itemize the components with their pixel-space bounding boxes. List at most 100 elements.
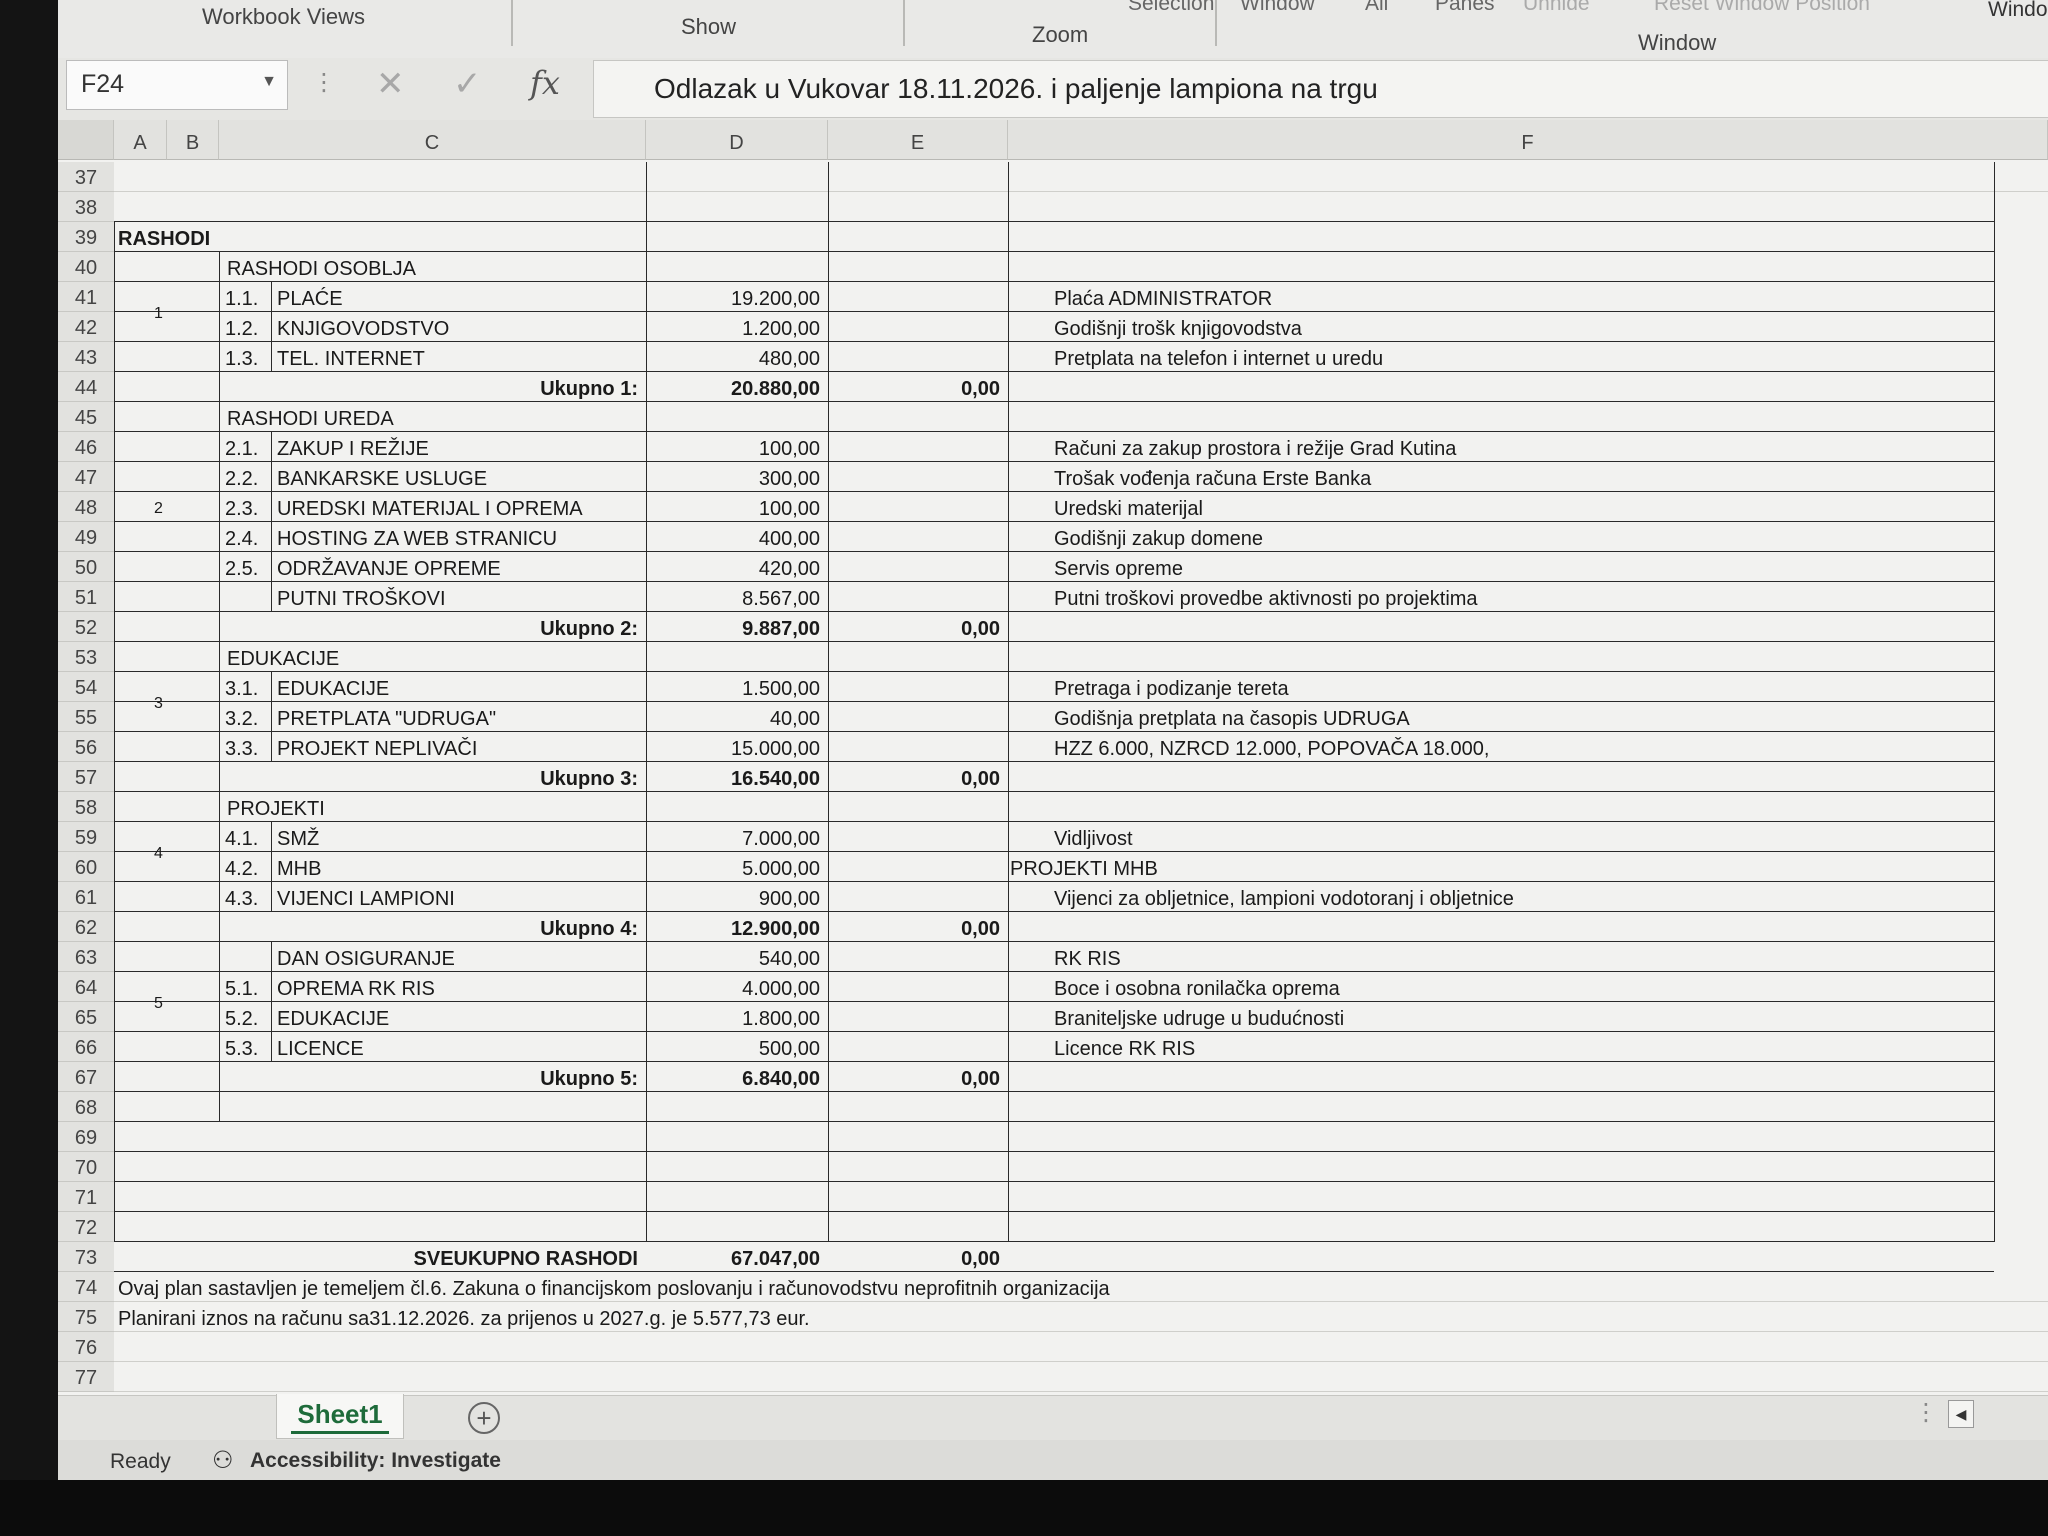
cell-d[interactable]: 15.000,00: [731, 738, 820, 760]
cell-c[interactable]: MHB: [277, 858, 322, 880]
row-header[interactable]: 38: [58, 192, 114, 222]
cell-f[interactable]: Računi za zakup prostora i režije Grad K…: [1054, 438, 1457, 460]
cell-b[interactable]: 2.2.: [225, 468, 259, 490]
select-all-corner[interactable]: [58, 120, 114, 160]
cell-f[interactable]: Vidljivost: [1054, 828, 1133, 850]
cell-e[interactable]: 0,00: [961, 768, 1000, 790]
row-header[interactable]: 64: [58, 972, 114, 1002]
column-header-d[interactable]: D: [646, 120, 828, 160]
cell-d[interactable]: 19.200,00: [731, 288, 820, 310]
cell-c[interactable]: KNJIGOVODSTVO: [277, 318, 450, 340]
column-header-e[interactable]: E: [828, 120, 1008, 160]
row-header[interactable]: 62: [58, 912, 114, 942]
cell-d[interactable]: 100,00: [758, 438, 820, 460]
row-header[interactable]: 50: [58, 552, 114, 582]
cell-e[interactable]: 0,00: [961, 918, 1000, 940]
row-header[interactable]: 47: [58, 462, 114, 492]
row-header[interactable]: 39: [58, 222, 114, 252]
cell-d[interactable]: 16.540,00: [731, 768, 820, 790]
cell-c[interactable]: PRETPLATA "UDRUGA": [277, 708, 497, 730]
row-header[interactable]: 75: [58, 1302, 114, 1332]
row-header[interactable]: 63: [58, 942, 114, 972]
row-header[interactable]: 58: [58, 792, 114, 822]
cell-title[interactable]: RASHODI: [118, 228, 211, 250]
row-header[interactable]: 68: [58, 1092, 114, 1122]
cell-d[interactable]: 7.000,00: [742, 828, 820, 850]
tab-split-handle-icon[interactable]: ⋮: [1914, 1399, 1938, 1426]
row-header[interactable]: 69: [58, 1122, 114, 1152]
cell-b[interactable]: 3.3.: [225, 738, 259, 760]
row-header[interactable]: 45: [58, 402, 114, 432]
cell-d[interactable]: 9.887,00: [742, 618, 820, 640]
add-sheet-icon[interactable]: +: [468, 1402, 500, 1434]
cell-total[interactable]: Ukupno 3:: [540, 768, 638, 790]
name-box[interactable]: F24 ▼: [66, 60, 288, 110]
cell-c[interactable]: LICENCE: [277, 1038, 364, 1060]
cell-group-number[interactable]: 4: [154, 845, 163, 862]
row-header[interactable]: 49: [58, 522, 114, 552]
cancel-icon[interactable]: ✕: [376, 65, 405, 103]
row-header[interactable]: 77: [58, 1362, 114, 1392]
cell-d[interactable]: 400,00: [758, 528, 820, 550]
row-header[interactable]: 44: [58, 372, 114, 402]
row-header[interactable]: 48: [58, 492, 114, 522]
cell-group-number[interactable]: 1: [154, 305, 163, 322]
cell-f[interactable]: RK RIS: [1054, 948, 1121, 970]
row-header[interactable]: 40: [58, 252, 114, 282]
reset-window-position-button[interactable]: Reset Window Position: [1654, 0, 1870, 15]
cell-f[interactable]: HZZ 6.000, NZRCD 12.000, POPOVAČA 18.000…: [1054, 738, 1490, 760]
cell-d[interactable]: 900,00: [758, 888, 820, 910]
cell-c[interactable]: PUTNI TROŠKOVI: [277, 588, 446, 610]
sheet-tab-sheet1[interactable]: Sheet1: [276, 1394, 404, 1439]
cell-total[interactable]: SVEUKUPNO RASHODI: [413, 1248, 638, 1270]
cell-c[interactable]: TEL. INTERNET: [277, 348, 425, 370]
switch-windows-button[interactable]: Windo: [1988, 0, 2048, 21]
column-header-a[interactable]: A: [114, 120, 167, 160]
row-header[interactable]: 54: [58, 672, 114, 702]
arrange-all-button[interactable]: All: [1365, 0, 1389, 15]
cell-f[interactable]: Uredski materijal: [1054, 498, 1203, 520]
row-header[interactable]: 73: [58, 1242, 114, 1272]
cell-total[interactable]: Ukupno 1:: [540, 378, 638, 400]
row-header[interactable]: 43: [58, 342, 114, 372]
cell-d[interactable]: 300,00: [758, 468, 820, 490]
more-options-icon[interactable]: ⋮: [312, 69, 336, 96]
cell-f[interactable]: Braniteljske udruge u budućnosti: [1054, 1008, 1345, 1030]
cell-b[interactable]: 5.1.: [225, 978, 259, 1000]
cell-b[interactable]: 3.2.: [225, 708, 259, 730]
cell-f[interactable]: Godišnja pretplata na časopis UDRUGA: [1054, 708, 1410, 730]
cell-d[interactable]: 540,00: [758, 948, 820, 970]
cell-d[interactable]: 8.567,00: [742, 588, 820, 610]
cell-c[interactable]: ZAKUP I REŽIJE: [277, 438, 429, 460]
cell-b[interactable]: 4.2.: [225, 858, 259, 880]
cell-d[interactable]: 67.047,00: [731, 1248, 820, 1270]
row-header[interactable]: 76: [58, 1332, 114, 1362]
column-header-b[interactable]: B: [167, 120, 219, 160]
cell-group-number[interactable]: 3: [154, 695, 163, 712]
column-header-c[interactable]: C: [219, 120, 646, 160]
cell-group-number[interactable]: 5: [154, 995, 163, 1012]
row-header[interactable]: 57: [58, 762, 114, 792]
cell-f[interactable]: Pretplata na telefon i internet u uredu: [1054, 348, 1384, 370]
row-header[interactable]: 70: [58, 1152, 114, 1182]
cell-b[interactable]: 1.1.: [225, 288, 259, 310]
cell-b[interactable]: 5.3.: [225, 1038, 259, 1060]
row-header[interactable]: 74: [58, 1272, 114, 1302]
new-window-button[interactable]: Window: [1240, 0, 1315, 15]
cell-d[interactable]: 5.000,00: [742, 858, 820, 880]
cell-c[interactable]: RASHODI UREDA: [227, 408, 394, 430]
row-header[interactable]: 42: [58, 312, 114, 342]
cell-b[interactable]: 2.4.: [225, 528, 259, 550]
cell-b[interactable]: 1.2.: [225, 318, 259, 340]
cell-f[interactable]: Putni troškovi provedbe aktivnosti po pr…: [1054, 588, 1478, 610]
cell-d[interactable]: 480,00: [758, 348, 820, 370]
cell-f[interactable]: Trošak vođenja računa Erste Banka: [1054, 468, 1372, 490]
row-header[interactable]: 51: [58, 582, 114, 612]
cell-d[interactable]: 500,00: [758, 1038, 820, 1060]
cell-c[interactable]: UREDSKI MATERIJAL I OPREMA: [277, 498, 583, 520]
insert-function-icon[interactable]: fx: [530, 64, 560, 102]
cell-c[interactable]: ODRŽAVANJE OPREME: [277, 558, 501, 580]
cell-c[interactable]: EDUKACIJE: [277, 678, 390, 700]
scroll-left-icon[interactable]: ◀: [1948, 1400, 1974, 1428]
cell-b[interactable]: 2.3.: [225, 498, 259, 520]
